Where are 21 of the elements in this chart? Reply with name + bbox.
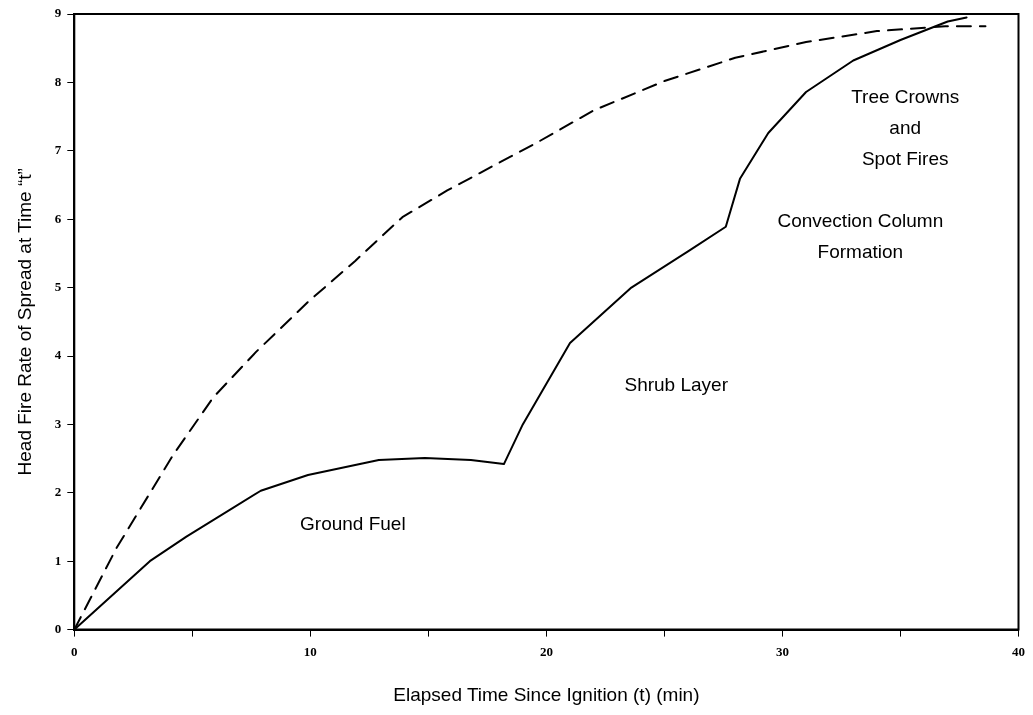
y-tick-label: 3 bbox=[54, 415, 62, 431]
y-tick-label: 5 bbox=[54, 278, 62, 294]
y-tick-label: 8 bbox=[54, 73, 62, 89]
annotation: Tree Crowns and Spot Fires bbox=[851, 86, 960, 170]
x-tick-label: 10 bbox=[303, 643, 317, 659]
y-tick-label: 2 bbox=[54, 484, 62, 500]
y-tick-label: 4 bbox=[54, 347, 62, 363]
y-tick-label: 6 bbox=[54, 210, 62, 226]
x-tick-label: 40 bbox=[1012, 643, 1025, 659]
x-tick-label: 20 bbox=[539, 643, 553, 659]
y-tick-label: 7 bbox=[54, 142, 62, 158]
y-tick-label: 9 bbox=[54, 5, 62, 21]
annotation: Convection Column Formation bbox=[777, 210, 944, 263]
x-axis-title: Elapsed Time Since Ignition (t) (min) bbox=[393, 683, 700, 705]
x-tick-label: 30 bbox=[775, 643, 789, 659]
annotation: Ground Fuel bbox=[300, 513, 406, 535]
x-tick-label: 0 bbox=[71, 643, 78, 659]
y-axis-title: Head Fire Rate of Spread at Time “t” bbox=[13, 168, 35, 476]
y-tick-label: 0 bbox=[54, 620, 62, 636]
y-tick-label: 1 bbox=[54, 552, 62, 568]
annotation: Shrub Layer bbox=[624, 374, 729, 396]
